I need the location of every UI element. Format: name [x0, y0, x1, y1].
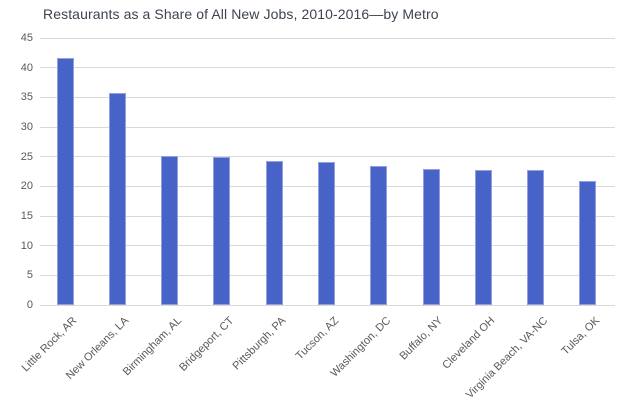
- bar: [474, 170, 492, 305]
- bar: [56, 58, 74, 305]
- bar: [161, 156, 179, 305]
- y-axis-tick-label: 20: [20, 180, 33, 193]
- bar: [527, 170, 545, 305]
- y-axis-tick-label: 30: [20, 121, 33, 133]
- bar: [265, 160, 283, 305]
- y-axis-tick-label: 35: [20, 91, 33, 104]
- bar: [108, 92, 126, 305]
- y-axis-tick-label: 45: [20, 32, 33, 44]
- chart-title: Restaurants as a Share of All New Jobs, …: [43, 6, 439, 22]
- y-axis-tick-label: 15: [20, 210, 33, 222]
- y-axis-tick-label: 25: [20, 150, 33, 163]
- gridline: [40, 304, 615, 306]
- bar: [370, 166, 388, 305]
- gridline: [40, 37, 615, 39]
- gridline: [40, 67, 615, 69]
- bar: [422, 168, 440, 305]
- bar: [579, 180, 597, 305]
- gridline: [40, 126, 615, 128]
- bar: [318, 162, 335, 305]
- y-axis-tick-label: 10: [20, 239, 33, 252]
- y-axis-tick-label: 40: [20, 61, 33, 74]
- gridline: [40, 156, 615, 158]
- bar: [213, 157, 231, 305]
- gridline: [40, 96, 615, 98]
- y-axis-tick-label: 0: [26, 299, 33, 311]
- y-axis-tick-label: 5: [26, 269, 33, 282]
